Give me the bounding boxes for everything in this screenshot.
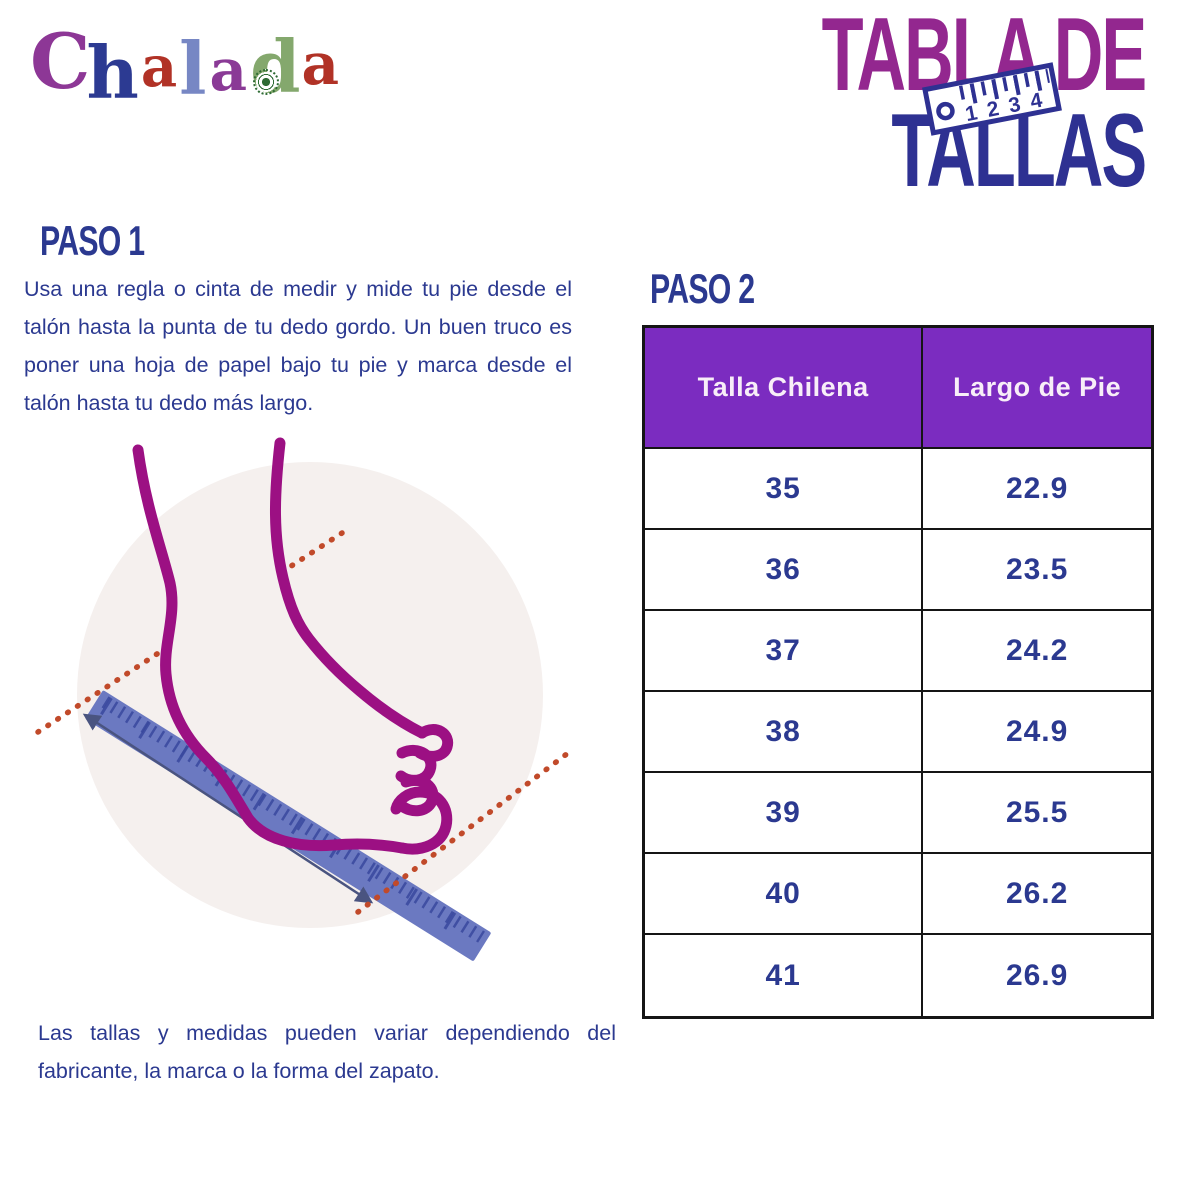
table-cell-length: 24.9 (923, 692, 1151, 773)
size-table-header-largo: Largo de Pie (923, 328, 1151, 449)
svg-text:1: 1 (963, 101, 979, 126)
table-cell-size: 36 (645, 530, 924, 611)
brand-letter: C (30, 17, 91, 106)
foot-measurement-illustration (35, 428, 575, 992)
ruler-icon: 1 2 3 4 (921, 62, 1062, 137)
dotted-guide-lines (35, 530, 575, 915)
brand-letter: a (140, 34, 178, 100)
brand-letter: d (250, 24, 301, 109)
table-cell-size: 38 (645, 692, 924, 773)
footnote: Las tallas y medidas pueden variar depen… (38, 1021, 616, 1083)
step1-instructions: Usa una regla o cinta de medir y mide tu… (24, 277, 572, 415)
table-cell-size: 39 (645, 773, 924, 854)
foot-outline (132, 437, 454, 855)
svg-text:2: 2 (985, 97, 1001, 122)
step2-heading: PASO 2 (650, 265, 755, 312)
table-cell-length: 25.5 (923, 773, 1151, 854)
svg-text:4: 4 (1028, 89, 1044, 114)
table-cell-length: 26.9 (1005, 958, 1069, 992)
table-cell-size: 41 (645, 935, 924, 1016)
brand-letter: a (209, 36, 248, 104)
table-cell-length: 22.9 (923, 449, 1151, 530)
measurement-arrow (82, 713, 374, 904)
table-cell-length: 26.2 (923, 854, 1151, 935)
size-table-header-talla: Talla Chilena (645, 328, 924, 449)
brand-letter: l (179, 26, 207, 111)
brand-letter: a (301, 30, 340, 98)
flower-icon (253, 69, 280, 95)
brand-letter: h (86, 30, 139, 115)
size-table: Talla Chilena Largo de Pie 35 22.9 36 23… (642, 325, 1154, 1019)
step1-heading: PASO 1 (40, 217, 145, 264)
table-cell-size: 37 (645, 611, 924, 692)
table-cell-size: 40 (645, 854, 924, 935)
page-title: TABLA DE TALLAS (655, 3, 1146, 202)
table-cell-length: 24.2 (923, 611, 1151, 692)
table-cell-size: 35 (645, 449, 924, 530)
table-cell-length: 23.5 (923, 530, 1151, 611)
brand-logo: Chalad a (30, 20, 340, 109)
svg-text:3: 3 (1007, 93, 1023, 118)
